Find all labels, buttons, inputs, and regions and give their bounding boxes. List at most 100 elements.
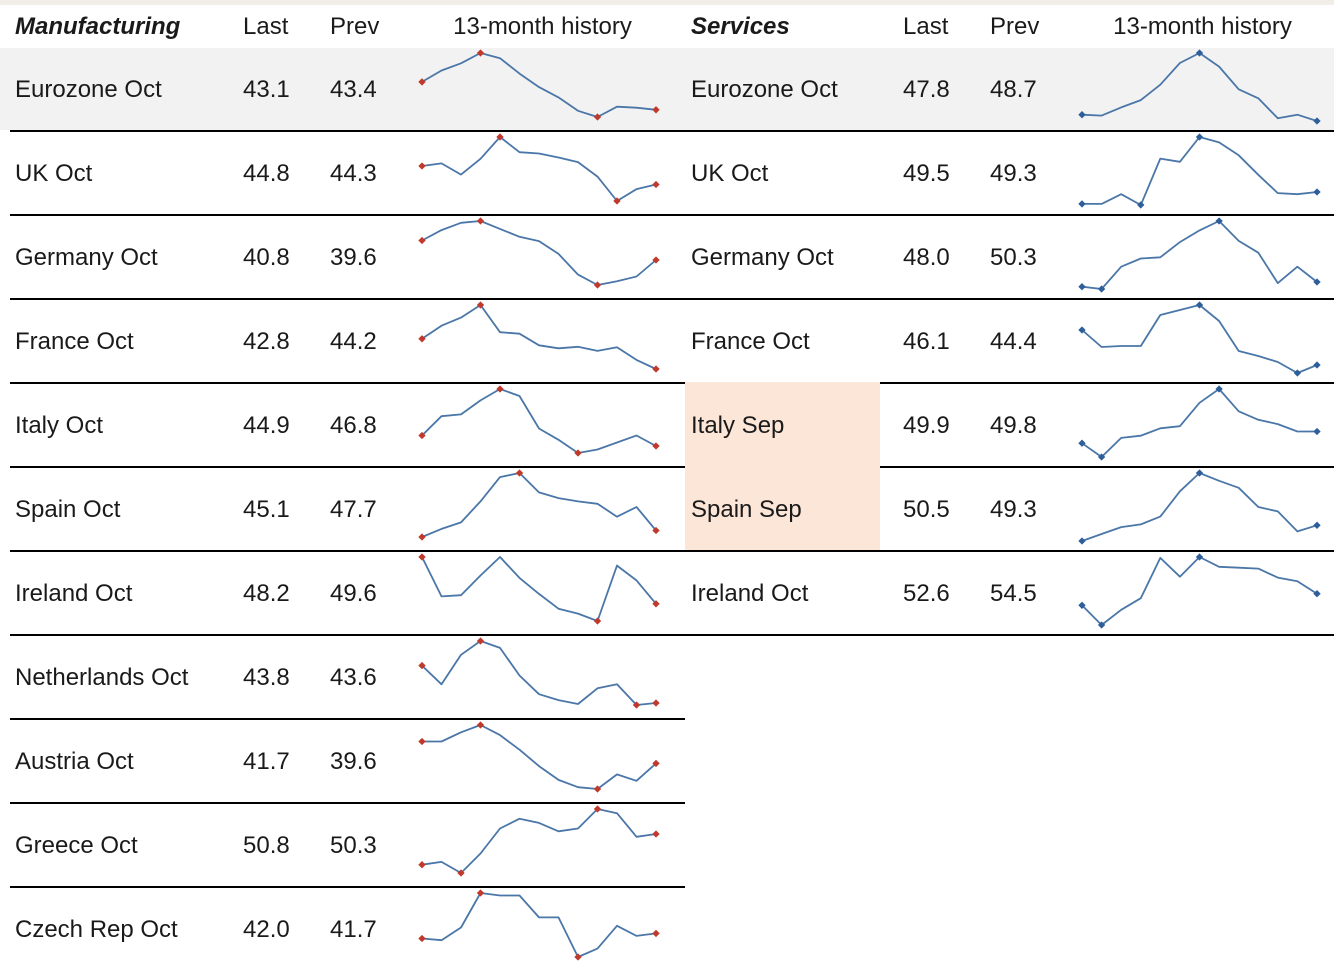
mfg-prev-value: 41.7: [330, 916, 377, 943]
mfg-country-label: Austria Oct: [15, 748, 134, 775]
mfg-sparkline: [418, 217, 660, 289]
mfg-last-value: 45.1: [243, 496, 290, 523]
mfg-sparkline-line: [422, 724, 657, 790]
mfg-sparkline: [418, 721, 660, 793]
mfg-sparkline-marker: [418, 236, 426, 245]
svc-prev-value: 48.7: [990, 76, 1037, 103]
svc-country-label: Ireland Oct: [691, 580, 809, 607]
svc-prev-header: Prev: [990, 13, 1040, 40]
mfg-sparkline-line: [421, 808, 657, 874]
row-divider: [10, 550, 1334, 552]
row-divider: [10, 130, 1334, 132]
svc-country-label: UK Oct: [691, 160, 769, 187]
svc-last-value: 49.5: [903, 160, 950, 187]
mfg-last-value: 42.8: [243, 328, 290, 355]
svc-last-value: 49.9: [903, 412, 950, 439]
mfg-last-value: 44.9: [243, 412, 290, 439]
mfg-sparkline-line: [421, 556, 657, 622]
svc-country-label: Eurozone Oct: [691, 76, 838, 103]
mfg-sparkline: [418, 889, 660, 961]
mfg-country-label: Czech Rep Oct: [15, 916, 178, 943]
mfg-last-value: 41.7: [243, 748, 290, 775]
mfg-prev-value: 44.2: [330, 328, 377, 355]
mfg-sparkline-marker: [496, 385, 504, 393]
table-row: [0, 720, 1334, 802]
mfg-sparkline: [418, 637, 660, 709]
row-divider: [10, 802, 685, 804]
mfg-sparkline: [418, 805, 660, 877]
mfg-country-label: Netherlands Oct: [15, 664, 189, 691]
mfg-prev-value: 50.3: [330, 832, 377, 859]
mfg-prev-value: 39.6: [330, 748, 377, 775]
mfg-sparkline: [418, 301, 660, 373]
mfg-sparkline-line: [421, 472, 657, 538]
mfg-prev-value: 43.6: [330, 664, 377, 691]
mfg-sparkline-marker: [418, 661, 426, 670]
mfg-country-label: Eurozone Oct: [15, 76, 162, 103]
mfg-sparkline: [418, 385, 660, 457]
svc-last-value: 52.6: [903, 580, 950, 607]
mfg-prev-value: 44.3: [330, 160, 377, 187]
mfg-last-value: 43.1: [243, 76, 290, 103]
table-row: [0, 48, 1334, 130]
svc-sparkline-line: [1081, 472, 1318, 542]
mfg-prev-value: 46.8: [330, 412, 377, 439]
svc-prev-value: 50.3: [990, 244, 1037, 271]
mfg-last-value: 48.2: [243, 580, 290, 607]
svc-sparkline-line: [1081, 52, 1318, 122]
mfg-prev-value: 49.6: [330, 580, 377, 607]
svc-sparkline: [1078, 385, 1321, 461]
svc-sparkline-line: [1081, 220, 1318, 290]
mfg-sparkline-marker: [418, 431, 426, 440]
svc-last-value: 50.5: [903, 496, 950, 523]
row-divider: [10, 886, 685, 888]
svc-sparkline: [1078, 49, 1321, 125]
row-divider: [10, 466, 1334, 468]
svc-last-value: 47.8: [903, 76, 950, 103]
mfg-sparkline-line: [421, 52, 657, 118]
mfg-sparkline-line: [421, 640, 657, 706]
mfg-last-value: 50.8: [243, 832, 290, 859]
svc-sparkline: [1078, 301, 1321, 377]
mfg-sparkline-marker: [476, 49, 485, 57]
mfg-country-label: Greece Oct: [15, 832, 138, 859]
svc-sparkline: [1078, 553, 1321, 629]
mfg-last-value: 40.8: [243, 244, 290, 271]
mfg-country-label: France Oct: [15, 328, 134, 355]
svc-prev-value: 44.4: [990, 328, 1037, 355]
mfg-sparkline-marker: [476, 301, 485, 309]
mfg-sparkline: [418, 133, 660, 205]
mfg-sparkline-line: [421, 304, 657, 370]
manufacturing-title: Manufacturing: [15, 13, 181, 40]
row-divider: [10, 382, 1334, 384]
mfg-last-value: 42.0: [243, 916, 290, 943]
svc-sparkline: [1078, 217, 1321, 293]
svc-sparkline-marker: [1137, 201, 1145, 209]
svc-country-label: France Oct: [691, 328, 810, 355]
highlight-cell: [685, 382, 880, 468]
row-divider: [10, 718, 685, 720]
mfg-last-header: Last: [243, 13, 289, 40]
mfg-sparkline-marker: [418, 78, 426, 86]
mfg-prev-value: 47.7: [330, 496, 377, 523]
svc-country-label: Italy Sep: [691, 412, 785, 439]
mfg-sparkline: [418, 49, 660, 121]
mfg-prev-header: Prev: [330, 13, 380, 40]
svc-sparkline: [1078, 133, 1321, 209]
svc-sparkline-line: [1081, 556, 1318, 626]
row-divider: [10, 298, 1334, 300]
svc-country-label: Germany Oct: [691, 244, 834, 271]
svc-prev-value: 49.3: [990, 160, 1037, 187]
top-strip: [0, 0, 1334, 5]
mfg-sparkline-line: [421, 136, 657, 202]
mfg-country-label: UK Oct: [15, 160, 93, 187]
svc-prev-value: 49.8: [990, 412, 1037, 439]
svc-sparkline-line: [1082, 136, 1318, 206]
table-row: [0, 888, 1334, 970]
mfg-sparkline-marker: [418, 162, 426, 170]
mfg-prev-value: 43.4: [330, 76, 377, 103]
row-divider: [10, 634, 1334, 636]
mfg-sparkline-line: [421, 388, 657, 454]
mfg-sparkline-line: [421, 892, 657, 958]
svc-country-label: Spain Sep: [691, 496, 802, 523]
